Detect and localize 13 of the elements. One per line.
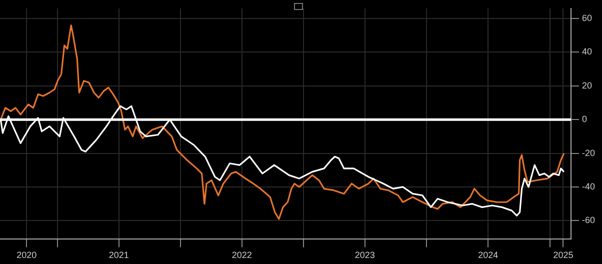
x-tick-label: 2025 (553, 250, 574, 260)
y-tick-label: 0 (582, 114, 588, 124)
y-tick-label: -60 (582, 215, 596, 226)
y-tick-label: 20 (582, 80, 592, 90)
y-tick-label: 60 (582, 12, 592, 23)
x-tick-label: 2022 (232, 250, 252, 260)
y-tick-label: -20 (582, 148, 596, 158)
x-tick-label: 2020 (16, 250, 37, 260)
x-tick-label: 2023 (354, 250, 375, 260)
x-tick-label: 2021 (108, 250, 129, 260)
y-tick-label: 40 (582, 46, 592, 57)
x-tick-label: 2024 (478, 250, 498, 260)
y-tick-label: -40 (582, 181, 596, 192)
